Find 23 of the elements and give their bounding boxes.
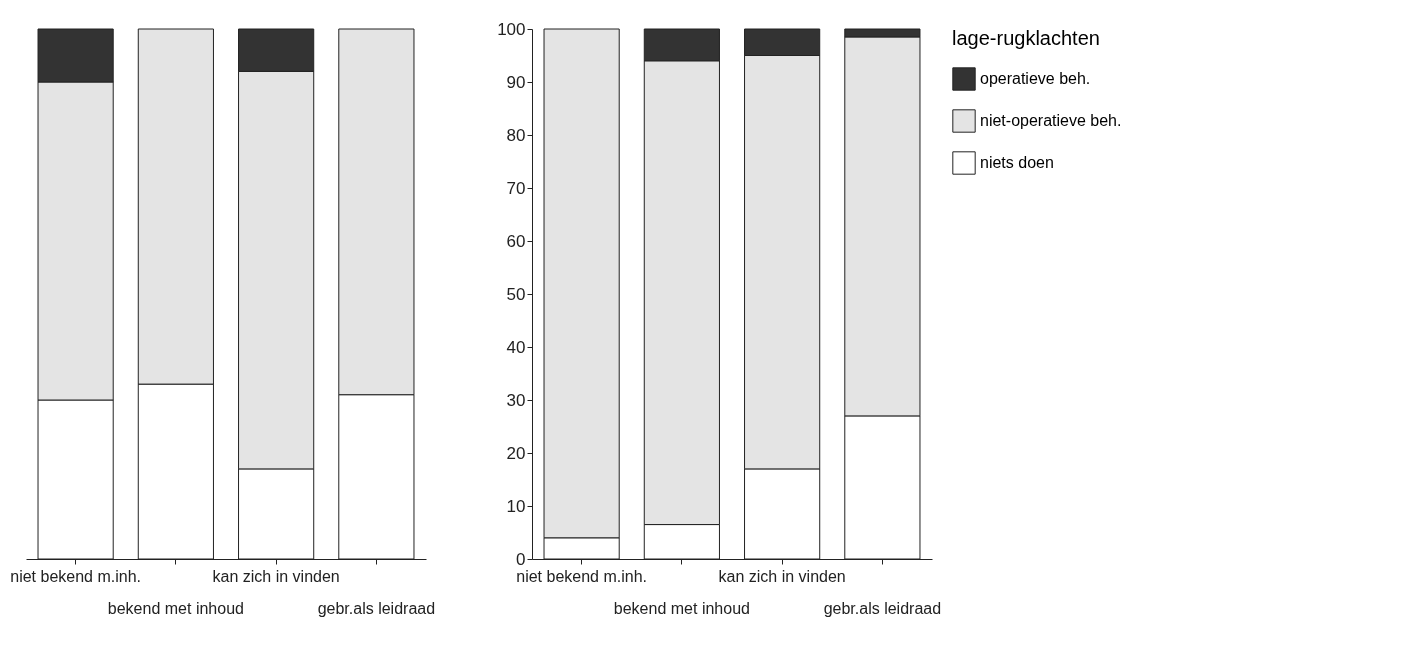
y-tick-label: 40 xyxy=(506,337,526,357)
x-tick-label: bekend met inhoud xyxy=(613,600,750,617)
x-tick-label: kan zich in vinden xyxy=(718,568,846,585)
x-tick-label: gebr.als leidraad xyxy=(823,600,942,617)
y-tick-label: 0 xyxy=(516,549,526,569)
x-tick-label: kan zich in vinden xyxy=(212,568,340,585)
y-tick-label: 30 xyxy=(506,390,526,410)
legend-label: niet-operatieve beh. xyxy=(980,112,1122,129)
y-tick-label: 80 xyxy=(506,125,526,145)
y-tick-label: 90 xyxy=(506,72,526,92)
legend-label: operatieve beh. xyxy=(980,70,1091,87)
x-tick-label: gebr.als leidraad xyxy=(317,600,436,617)
legend-label: niets doen xyxy=(980,154,1054,171)
y-tick-label: 20 xyxy=(506,443,526,463)
x-tick-label: niet bekend m.inh. xyxy=(10,568,141,585)
y-tick-label: 60 xyxy=(506,231,526,251)
y-tick-label: 50 xyxy=(506,284,526,304)
y-tick-label: 100 xyxy=(497,19,526,39)
y-tick-label: 10 xyxy=(506,496,526,516)
x-tick-label: bekend met inhoud xyxy=(107,600,244,617)
legend-title: lage-rugklachten xyxy=(952,27,1100,49)
x-tick-label: niet bekend m.inh. xyxy=(516,568,647,585)
y-tick-label: 70 xyxy=(506,178,526,198)
